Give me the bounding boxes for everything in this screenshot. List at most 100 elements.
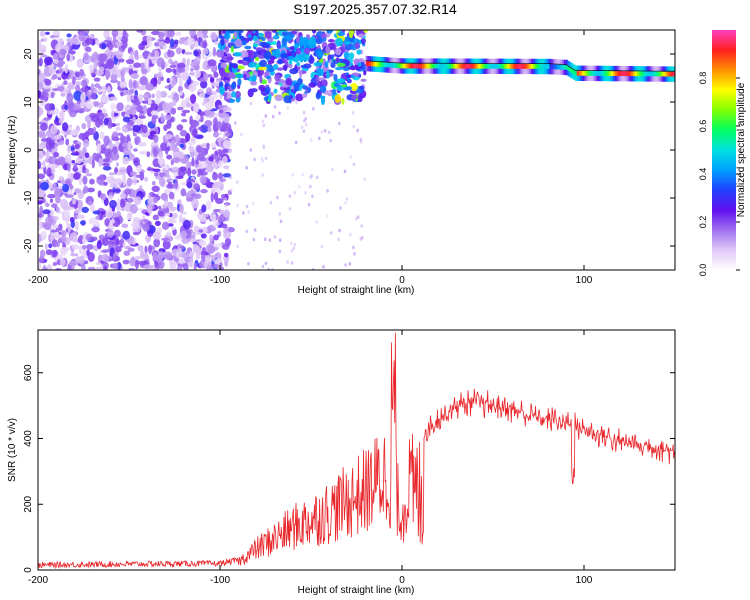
heat-cell: [153, 134, 159, 143]
heat-cell: [172, 99, 177, 107]
heat-cell: [234, 90, 241, 99]
heat-cell: [86, 187, 95, 193]
heat-cell: [49, 198, 54, 203]
heat-cell: [536, 64, 539, 69]
heat-cell: [122, 156, 130, 165]
heat-cell: [133, 95, 138, 100]
heat-cell: [241, 40, 247, 46]
heat-cell: [157, 157, 164, 166]
heat-cell: [142, 124, 148, 134]
heat-cell: [335, 57, 340, 63]
heat-cell: [39, 205, 43, 215]
heat-cell: [127, 127, 133, 132]
heat-cell: [79, 68, 85, 77]
heat-cell: [523, 64, 527, 69]
heat-cell: [126, 109, 132, 114]
heat-cell: [73, 163, 78, 169]
heat-cell: [604, 71, 607, 76]
heat-cell: [414, 63, 417, 69]
heat-cell: [192, 193, 202, 200]
heat-cell: [133, 157, 141, 167]
y-tick-label: -10: [23, 190, 34, 205]
heat-cell: [196, 30, 203, 37]
heat-cell: [315, 220, 319, 224]
heat-cell: [187, 37, 195, 46]
heat-cell: [98, 101, 104, 108]
heat-cell: [253, 228, 257, 232]
heat-cell: [236, 244, 239, 249]
heat-cell: [271, 114, 275, 119]
heat-cell: [342, 66, 350, 72]
x-tick-label: 100: [576, 275, 593, 286]
heat-cell: [516, 64, 519, 69]
heat-cell: [205, 255, 212, 262]
heat-cell: [629, 71, 632, 77]
heat-cell: [609, 71, 612, 76]
heat-cell: [72, 102, 81, 111]
heat-cell: [129, 203, 138, 214]
heat-cell: [316, 50, 324, 59]
heat-cell: [299, 69, 303, 79]
heat-cell: [127, 140, 132, 151]
heat-cell: [80, 93, 86, 102]
heat-cell: [264, 114, 268, 118]
heat-cell: [141, 100, 148, 104]
heat-cell: [635, 71, 638, 77]
heat-cell: [267, 267, 270, 270]
heat-cell: [294, 140, 298, 145]
heat-cell: [226, 107, 232, 112]
heat-cell: [436, 63, 439, 69]
heat-cell: [107, 120, 113, 129]
heat-cell: [567, 66, 570, 71]
heat-cell: [166, 201, 174, 209]
heat-cell: [578, 70, 581, 76]
heat-cell: [293, 191, 297, 195]
heat-cell: [201, 30, 208, 36]
heat-cell: [427, 63, 430, 69]
heat-cell: [271, 50, 277, 57]
heat-cell: [105, 59, 115, 70]
heat-cell: [538, 64, 541, 69]
heat-cell: [144, 58, 150, 68]
heat-cell: [328, 59, 332, 64]
heat-cell: [233, 31, 238, 39]
heat-cell: [39, 249, 46, 259]
heat-cell: [235, 180, 239, 184]
heat-cell: [326, 30, 333, 34]
heat-cell: [219, 209, 223, 214]
heat-cell: [198, 111, 206, 116]
heat-cell: [63, 209, 70, 219]
heat-cell: [97, 190, 102, 196]
heat-cell: [197, 173, 201, 178]
heat-cell: [341, 84, 347, 88]
heat-cell: [210, 78, 214, 83]
heat-cell: [157, 75, 162, 85]
heat-cell: [218, 136, 222, 147]
heat-cell: [174, 134, 180, 143]
heat-cell: [210, 32, 218, 40]
heat-cell: [103, 148, 113, 156]
heat-cell: [326, 189, 329, 193]
heat-cell: [172, 157, 181, 164]
heat-cell: [273, 105, 277, 109]
heat-cell: [112, 146, 118, 155]
heat-cell: [108, 42, 113, 51]
heat-cell: [485, 63, 488, 69]
heat-cell: [38, 44, 47, 55]
heat-cell: [224, 197, 227, 201]
heat-cell: [158, 41, 165, 47]
heat-cell: [193, 49, 199, 57]
heat-cell: [125, 59, 135, 65]
heat-cell: [218, 109, 224, 114]
heat-cell: [169, 76, 173, 82]
heat-cell: [86, 91, 91, 96]
heat-cell: [75, 221, 79, 231]
heat-cell: [259, 59, 267, 68]
heat-cell: [75, 157, 82, 165]
heat-cell: [96, 143, 102, 154]
heat-cell: [111, 30, 119, 37]
heat-cell: [89, 92, 97, 100]
heat-cell: [49, 235, 54, 242]
heat-cell: [89, 64, 94, 73]
heat-cell: [642, 71, 645, 77]
